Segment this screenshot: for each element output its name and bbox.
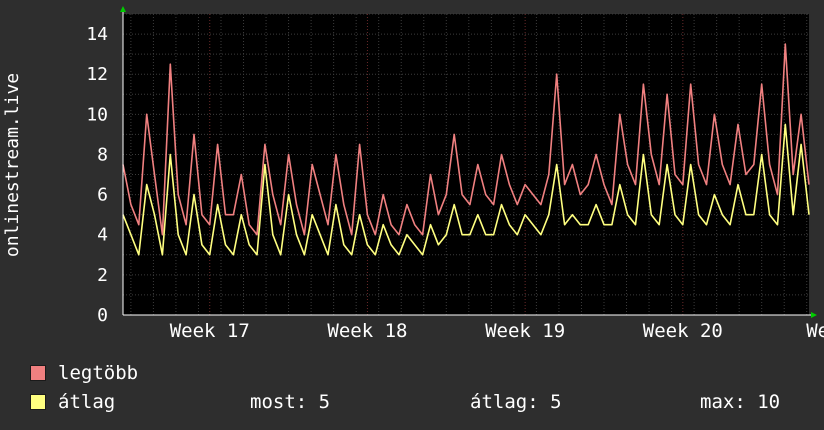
stat-average: átlag: 5: [470, 391, 562, 413]
y-axis-label: onlinestream.live: [2, 73, 23, 257]
y-tick-label: 10: [86, 104, 108, 125]
stat-current: most: 5: [250, 391, 331, 413]
x-tick-label: Week 2: [806, 320, 824, 342]
series-line-max: [122, 43, 810, 236]
y-axis-arrow: [120, 6, 126, 12]
x-tick-label: Week 17: [170, 320, 250, 342]
legend-swatch-avg: [30, 394, 46, 410]
x-tick-label: Week 18: [327, 320, 407, 342]
x-axis-arrow: [811, 312, 817, 318]
stat-max: max: 10: [700, 391, 781, 413]
legend-item-max: legtöbb: [30, 362, 138, 384]
y-tick-label: 4: [97, 225, 108, 246]
y-tick-label: 2: [97, 265, 108, 286]
legend-item-avg: átlag: [30, 391, 115, 413]
legend-swatch-max: [30, 365, 46, 381]
y-tick-label: 14: [86, 24, 108, 45]
grid-layer: [123, 13, 809, 316]
legend-label-max: legtöbb: [58, 362, 139, 384]
y-tick-label: 12: [86, 64, 108, 85]
series-line-avg: [122, 123, 810, 256]
plot-area: [123, 14, 809, 315]
x-tick-label: Week 20: [643, 320, 723, 342]
y-tick-label: 0: [97, 305, 108, 326]
y-tick-label: 8: [97, 144, 108, 165]
x-tick-label: Week 19: [485, 320, 565, 342]
legend-label-avg: átlag: [58, 391, 116, 413]
y-tick-label: 6: [97, 185, 108, 206]
series-layer: [122, 43, 810, 256]
axis-layer: 0 2 4 6 8 10 12 14 Week 17 Week 18 Week 19 Week 20 W…: [86, 6, 824, 342]
